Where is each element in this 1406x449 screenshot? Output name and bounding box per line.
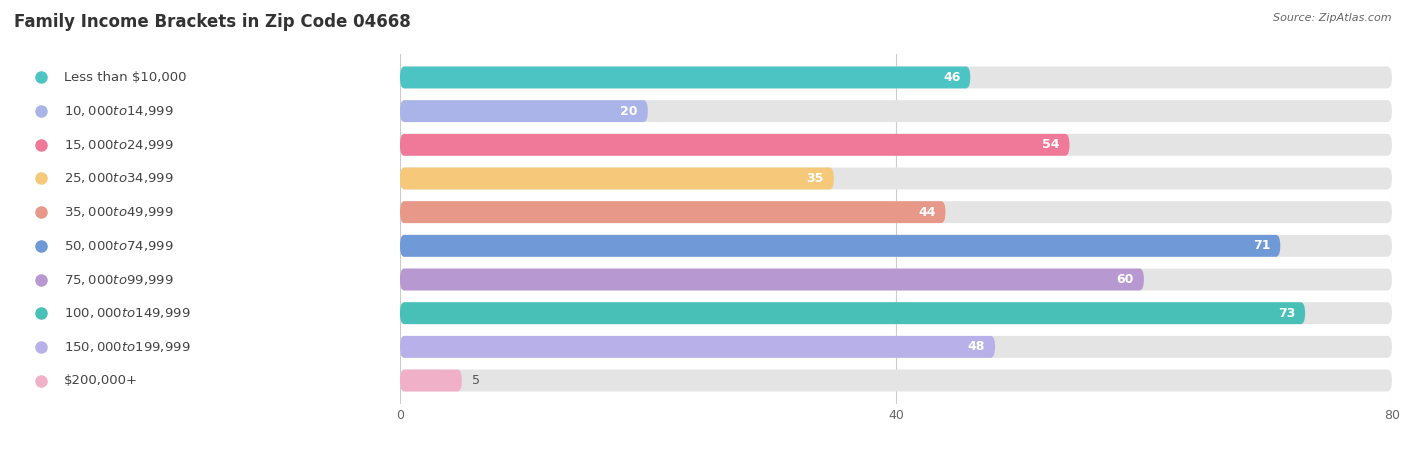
FancyBboxPatch shape [399, 302, 1392, 324]
FancyBboxPatch shape [399, 201, 1392, 223]
FancyBboxPatch shape [399, 66, 970, 88]
Text: 48: 48 [967, 340, 986, 353]
Text: 20: 20 [620, 105, 638, 118]
FancyBboxPatch shape [399, 302, 1305, 324]
Text: $35,000 to $49,999: $35,000 to $49,999 [65, 205, 174, 219]
FancyBboxPatch shape [399, 336, 995, 358]
Text: $75,000 to $99,999: $75,000 to $99,999 [65, 273, 174, 286]
FancyBboxPatch shape [399, 134, 1392, 156]
Text: 73: 73 [1278, 307, 1295, 320]
Text: 71: 71 [1253, 239, 1271, 252]
Text: $25,000 to $34,999: $25,000 to $34,999 [65, 172, 174, 185]
Text: 35: 35 [807, 172, 824, 185]
FancyBboxPatch shape [399, 134, 1070, 156]
Text: 60: 60 [1116, 273, 1135, 286]
Text: 44: 44 [918, 206, 935, 219]
FancyBboxPatch shape [399, 66, 1392, 88]
Text: $50,000 to $74,999: $50,000 to $74,999 [65, 239, 174, 253]
FancyBboxPatch shape [399, 370, 1392, 392]
Text: $200,000+: $200,000+ [65, 374, 138, 387]
FancyBboxPatch shape [399, 201, 945, 223]
Text: Family Income Brackets in Zip Code 04668: Family Income Brackets in Zip Code 04668 [14, 13, 411, 31]
Text: $100,000 to $149,999: $100,000 to $149,999 [65, 306, 191, 320]
FancyBboxPatch shape [399, 100, 648, 122]
Text: 46: 46 [943, 71, 960, 84]
Text: $10,000 to $14,999: $10,000 to $14,999 [65, 104, 174, 118]
FancyBboxPatch shape [399, 269, 1144, 291]
Text: 54: 54 [1042, 138, 1060, 151]
FancyBboxPatch shape [399, 100, 1392, 122]
Text: Source: ZipAtlas.com: Source: ZipAtlas.com [1274, 13, 1392, 23]
Text: $15,000 to $24,999: $15,000 to $24,999 [65, 138, 174, 152]
Text: Less than $10,000: Less than $10,000 [65, 71, 187, 84]
FancyBboxPatch shape [399, 235, 1281, 257]
Text: 5: 5 [472, 374, 479, 387]
FancyBboxPatch shape [399, 336, 1392, 358]
FancyBboxPatch shape [399, 235, 1392, 257]
FancyBboxPatch shape [399, 370, 463, 392]
FancyBboxPatch shape [399, 167, 834, 189]
Text: $150,000 to $199,999: $150,000 to $199,999 [65, 340, 191, 354]
FancyBboxPatch shape [399, 167, 1392, 189]
FancyBboxPatch shape [399, 269, 1392, 291]
